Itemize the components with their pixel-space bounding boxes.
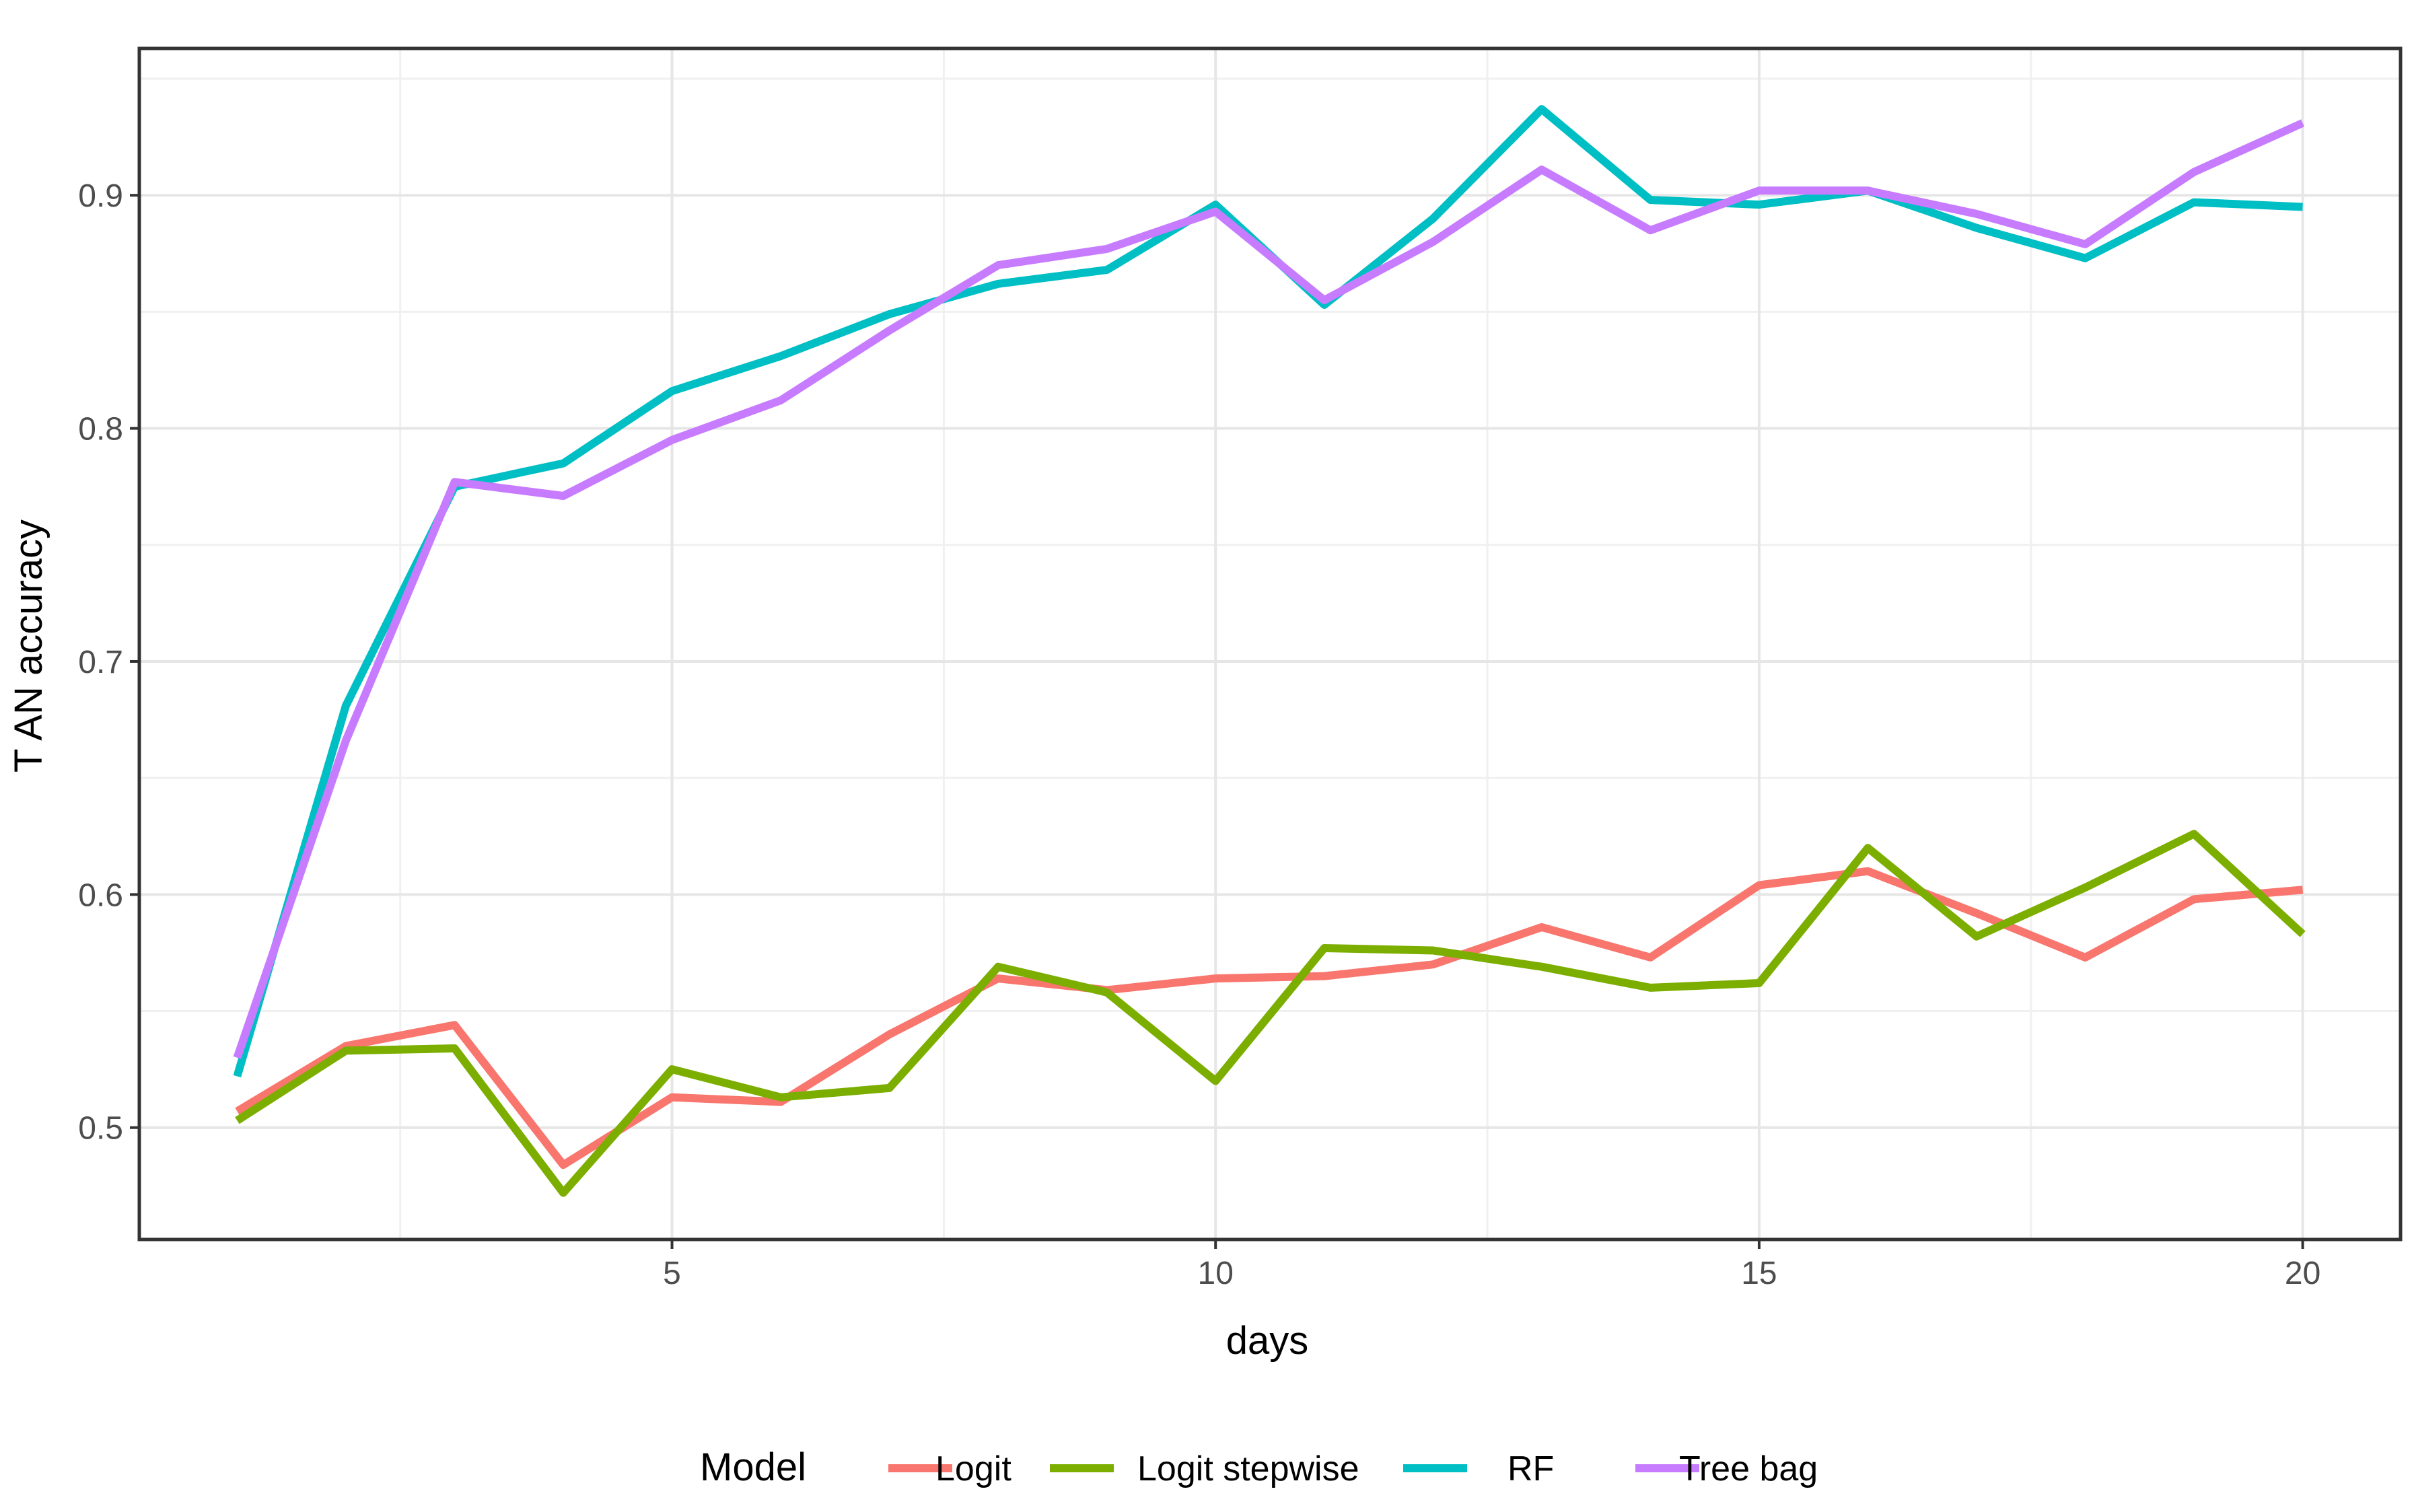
x-tick-label: 5 (663, 1256, 681, 1291)
y-tick-label: 0.6 (78, 877, 123, 913)
y-tick-label: 0.9 (78, 178, 123, 214)
y-tick-labels: 0.5 0.6 0.7 0.8 0.9 (78, 178, 123, 1147)
x-tick-label: 20 (2285, 1256, 2320, 1291)
series-line-logit-stepwise (235, 830, 2306, 1197)
legend-items: Logit Logit stepwise RF Tree bag (888, 1449, 1818, 1488)
legend-title: Model (700, 1445, 806, 1489)
x-tick-labels: 5 10 15 20 (663, 1256, 2320, 1291)
y-tick-label: 0.5 (78, 1111, 123, 1147)
legend: Model Logit Logit stepwise RF Tree bag (700, 1445, 1818, 1489)
x-tick-label: 10 (1198, 1256, 1234, 1291)
series-line-tree-bag (233, 119, 2305, 1059)
y-tick-label: 0.8 (78, 412, 123, 447)
series-lines (233, 105, 2306, 1197)
legend-label-tree-bag: Tree bag (1679, 1449, 1818, 1488)
y-tick-label: 0.7 (78, 645, 123, 680)
minor-gridlines (139, 48, 2401, 1239)
y-axis-title: T AN accuracy (7, 519, 50, 772)
axis-ticks (130, 194, 2304, 1249)
legend-label-logit: Logit (935, 1449, 1011, 1488)
legend-label-logit-stepwise: Logit stepwise (1137, 1449, 1359, 1488)
x-axis-title: days (1226, 1319, 1309, 1363)
legend-label-rf: RF (1507, 1449, 1554, 1488)
x-tick-label: 15 (1741, 1256, 1777, 1291)
plot-panel-border (137, 46, 2403, 1241)
series-line-logit (235, 867, 2304, 1169)
